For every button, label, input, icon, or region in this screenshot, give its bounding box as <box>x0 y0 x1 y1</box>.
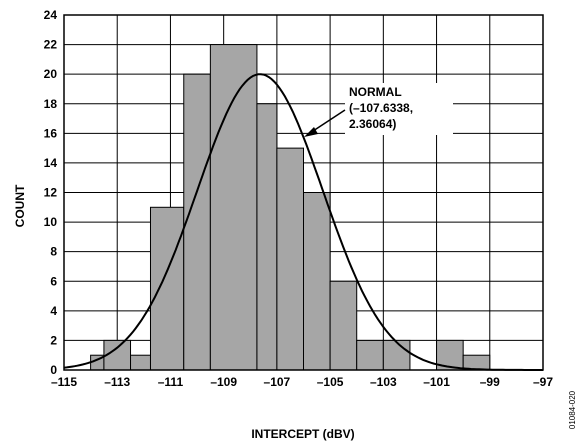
histogram-bar <box>149 206 185 371</box>
y-tick-label: 4 <box>50 304 57 318</box>
x-tick-label: –97 <box>533 375 553 389</box>
x-tick-label: –111 <box>158 375 184 389</box>
histogram-bar <box>382 339 411 371</box>
normal-annotation: NORMAL (–107.6338, 2.36064) <box>304 83 453 137</box>
figure-code: 01084-020 <box>568 390 577 429</box>
histogram-bar <box>256 103 278 371</box>
histogram-bar <box>276 147 304 371</box>
y-tick-label: 12 <box>44 186 58 200</box>
histogram-bar <box>303 192 331 371</box>
y-tick-label: 10 <box>44 215 58 229</box>
y-tick-label: 18 <box>44 97 58 111</box>
x-tick-label: –99 <box>480 375 500 389</box>
plot-frame <box>63 14 544 371</box>
histogram-bar <box>130 354 151 371</box>
y-tick-label: 8 <box>50 245 57 259</box>
histogram-bar <box>329 280 358 371</box>
histogram-bar <box>356 339 384 371</box>
x-tick-label: –101 <box>423 375 450 389</box>
y-tick-label: 20 <box>44 67 58 81</box>
histogram-bar <box>183 73 211 371</box>
y-tick-label: 2 <box>50 333 57 347</box>
x-tick-label: –109 <box>210 375 237 389</box>
annotation-line-2: (–107.6338, <box>349 101 413 115</box>
annotation-background <box>345 83 453 135</box>
x-tick-label: –103 <box>370 375 397 389</box>
x-tick-labels: –115 –113 –111 –109 –107 –105 –103 –101 –99 –97 <box>51 375 553 389</box>
x-tick-label: –105 <box>317 375 344 389</box>
y-tick-label: 14 <box>44 156 58 170</box>
y-tick-label: 22 <box>44 38 58 52</box>
normal-fit-curve <box>63 73 543 371</box>
y-axis-title: COUNT <box>13 184 27 227</box>
annotation-line-3: 2.36064) <box>349 117 396 131</box>
y-tick-label: 24 <box>44 8 58 22</box>
histogram-bar <box>209 44 258 371</box>
annotation-line-1: NORMAL <box>349 85 402 99</box>
y-tick-label: 16 <box>44 126 58 140</box>
x-tick-label: –115 <box>51 375 77 389</box>
y-tick-label: 6 <box>50 274 57 288</box>
y-tick-label: 0 <box>50 363 57 377</box>
histogram-bars <box>90 44 491 371</box>
annotation-arrow-line <box>309 109 346 134</box>
x-tick-label: –107 <box>264 375 291 389</box>
annotation-arrowhead <box>304 127 318 137</box>
x-axis-title: INTERCEPT (dBV) <box>251 427 354 441</box>
x-tick-label: –113 <box>104 375 130 389</box>
